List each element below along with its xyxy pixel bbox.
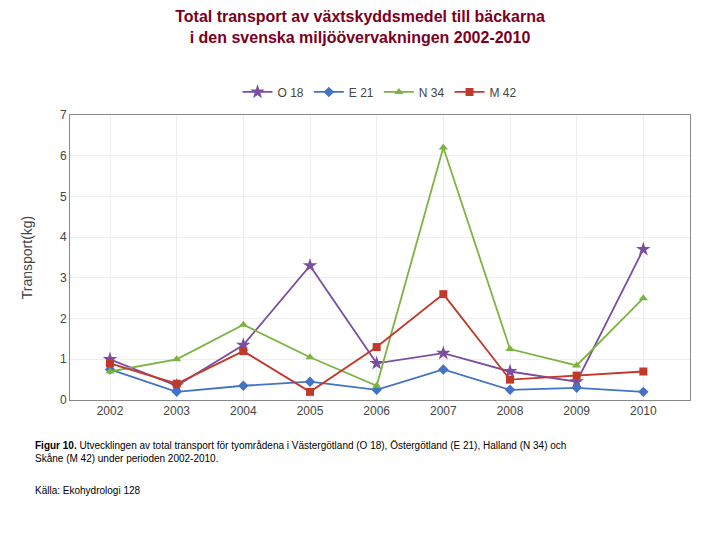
svg-text:Källa: Ekohydrologi 128: Källa: Ekohydrologi 128 (35, 485, 141, 496)
svg-text:Figur 10. Utvecklingen av tota: Figur 10. Utvecklingen av total transpor… (35, 440, 566, 464)
svg-text:2007: 2007 (430, 404, 457, 418)
svg-text:0: 0 (60, 393, 67, 407)
svg-text:2009: 2009 (563, 404, 590, 418)
svg-text:3: 3 (60, 271, 67, 285)
svg-text:6: 6 (60, 149, 67, 163)
svg-text:2003: 2003 (163, 404, 190, 418)
svg-text:Total transport av växtskyddsm: Total transport av växtskyddsmedel till … (175, 8, 545, 46)
svg-text:2008: 2008 (497, 404, 524, 418)
svg-text:2: 2 (60, 312, 67, 326)
svg-text:E 21: E 21 (349, 86, 374, 100)
svg-text:2005: 2005 (297, 404, 324, 418)
svg-text:7: 7 (60, 108, 67, 122)
svg-text:O 18: O 18 (278, 86, 304, 100)
svg-text:2006: 2006 (363, 404, 390, 418)
svg-text:N 34: N 34 (419, 86, 445, 100)
svg-text:2010: 2010 (630, 404, 657, 418)
svg-text:4: 4 (60, 230, 67, 244)
svg-text:2002: 2002 (97, 404, 124, 418)
svg-text:M 42: M 42 (490, 86, 517, 100)
svg-text:2004: 2004 (230, 404, 257, 418)
svg-text:Transport(kg): Transport(kg) (19, 216, 35, 300)
svg-text:1: 1 (60, 352, 67, 366)
svg-text:5: 5 (60, 190, 67, 204)
